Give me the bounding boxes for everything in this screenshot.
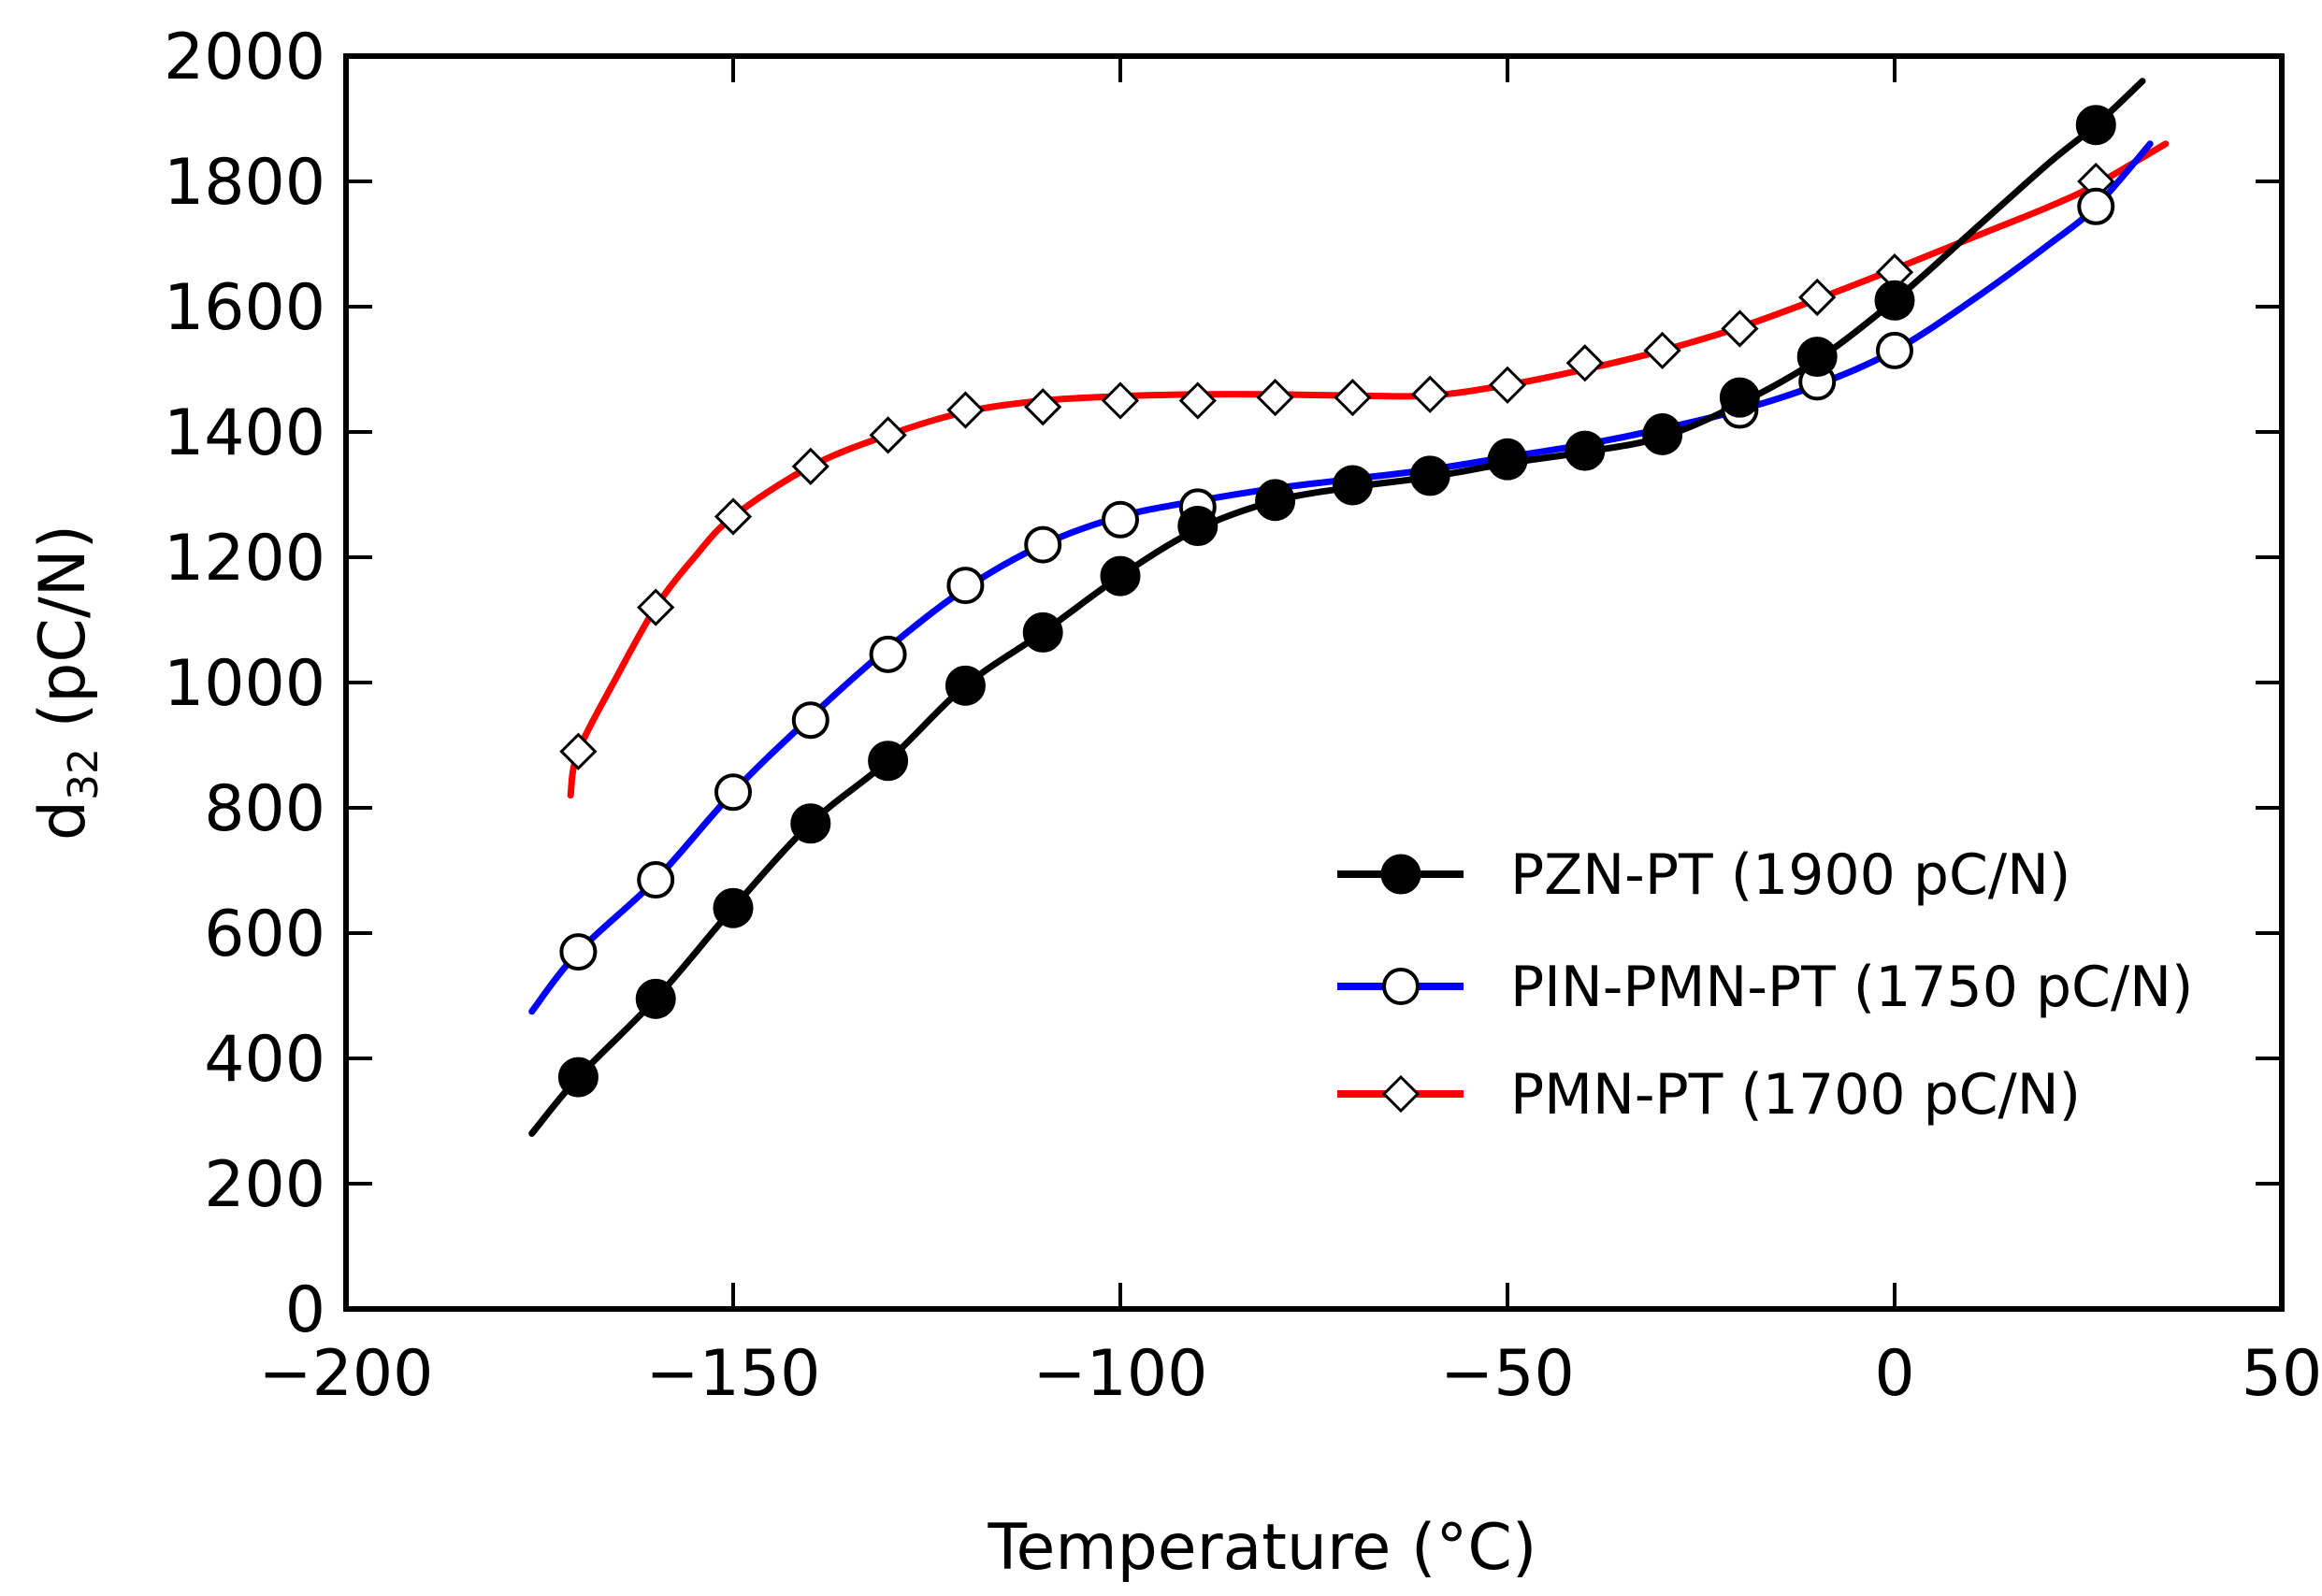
y-tick-label: 1200 xyxy=(164,522,325,596)
data-point-pin-pmn-pt xyxy=(714,773,752,812)
data-point-pmn-pt xyxy=(791,447,829,485)
y-tick-label: 0 xyxy=(285,1273,325,1347)
data-point-pzn-pt xyxy=(1255,481,1296,522)
data-point-pzn-pt xyxy=(713,887,754,928)
data-point-pzn-pt xyxy=(1874,280,1915,321)
data-point-pmn-pt xyxy=(1256,379,1294,417)
data-point-pzn-pt xyxy=(1719,377,1760,418)
data-point-pmn-pt xyxy=(1101,381,1140,420)
data-point-pin-pmn-pt xyxy=(869,635,907,673)
data-point-pmn-pt xyxy=(1565,344,1604,382)
data-point-pmn-pt xyxy=(559,732,598,770)
y-axis-title-main: d xyxy=(26,800,100,841)
data-point-pmn-pt xyxy=(946,391,985,429)
y-tick-label: 200 xyxy=(204,1148,325,1222)
data-point-pin-pmn-pt xyxy=(1102,500,1139,539)
data-point-pzn-pt xyxy=(635,978,676,1019)
data-point-pmn-pt xyxy=(1643,331,1681,370)
data-point-pmn-pt xyxy=(1488,366,1527,404)
x-tick-label: −100 xyxy=(1033,1337,1208,1411)
data-point-pzn-pt xyxy=(557,1057,599,1098)
data-point-pzn-pt xyxy=(1177,506,1219,546)
x-tick-label: 0 xyxy=(1874,1337,1914,1411)
x-axis-title: Temperature (°C) xyxy=(988,1511,1537,1585)
data-point-pmn-pt xyxy=(1334,379,1372,417)
data-point-pmn-pt xyxy=(1798,278,1837,317)
data-point-pzn-pt xyxy=(2075,105,2116,146)
markers-layer xyxy=(557,105,2116,1098)
y-tick-label: 800 xyxy=(204,772,325,846)
data-point-pzn-pt xyxy=(868,740,909,782)
y-axis-title-unit: (pC/N) xyxy=(26,525,100,748)
data-point-pmn-pt xyxy=(1411,375,1449,413)
legend-marker-pzn-pt xyxy=(1380,854,1421,895)
legend-label-pmn-pt: PMN-PT (1700 pC/N) xyxy=(1510,1062,2081,1128)
y-tick-label: 1400 xyxy=(164,396,325,470)
data-point-pzn-pt xyxy=(1022,611,1063,653)
data-point-pzn-pt xyxy=(1642,414,1683,455)
y-tick-label: 400 xyxy=(204,1023,325,1097)
data-point-pin-pmn-pt xyxy=(946,567,985,605)
y-tick-label: 1600 xyxy=(164,271,325,345)
data-point-pin-pmn-pt xyxy=(1876,331,1913,369)
data-point-pzn-pt xyxy=(1487,439,1528,481)
x-tick-label: −150 xyxy=(646,1337,821,1411)
data-point-pmn-pt xyxy=(1024,388,1062,426)
data-point-pzn-pt xyxy=(1409,455,1450,496)
legend-label-pzn-pt: PZN-PT (1900 pC/N) xyxy=(1510,842,2070,908)
x-axis: −200 −150 −100 −50 0 50 xyxy=(259,56,2322,1411)
data-point-pzn-pt xyxy=(1100,555,1141,597)
data-point-pmn-pt xyxy=(637,588,675,626)
data-point-pzn-pt xyxy=(1796,337,1838,378)
x-tick-label: −50 xyxy=(1440,1337,1575,1411)
data-point-pzn-pt xyxy=(945,665,986,706)
data-point-pmn-pt xyxy=(714,497,753,536)
data-point-pmn-pt xyxy=(1178,381,1217,420)
x-tick-label: −200 xyxy=(259,1337,434,1411)
legend: PZN-PT (1900 pC/N) PIN-PMN-PT (1750 pC/N)… xyxy=(1337,842,2193,1128)
data-point-pzn-pt xyxy=(1565,430,1606,471)
y-tick-label: 600 xyxy=(204,898,325,971)
y-tick-label: 1000 xyxy=(164,647,325,721)
data-point-pin-pmn-pt xyxy=(637,861,675,899)
y-axis-title-subscript: 32 xyxy=(60,748,108,800)
data-point-pzn-pt xyxy=(790,803,831,844)
data-point-pin-pmn-pt xyxy=(1024,525,1062,564)
legend-marker-pin-pmn-pt xyxy=(1382,968,1420,1005)
data-point-pin-pmn-pt xyxy=(791,701,829,740)
y-axis: 0 200 400 600 800 1000 1200 1400 1600 1800 2000 xyxy=(164,21,2282,1347)
y-tick-label: 2000 xyxy=(164,21,325,94)
y-tick-label: 1800 xyxy=(164,146,325,220)
data-point-pin-pmn-pt xyxy=(2077,187,2115,225)
data-point-pmn-pt xyxy=(1721,309,1759,348)
y-axis-title: d32 (pC/N) xyxy=(26,525,108,841)
data-point-pin-pmn-pt xyxy=(559,933,598,971)
x-tick-label: 50 xyxy=(2242,1337,2322,1411)
legend-label-pin-pmn-pt: PIN-PMN-PT (1750 pC/N) xyxy=(1510,955,2193,1020)
data-point-pzn-pt xyxy=(1332,465,1373,506)
legend-marker-pmn-pt xyxy=(1381,1074,1421,1114)
data-point-pmn-pt xyxy=(869,416,907,454)
